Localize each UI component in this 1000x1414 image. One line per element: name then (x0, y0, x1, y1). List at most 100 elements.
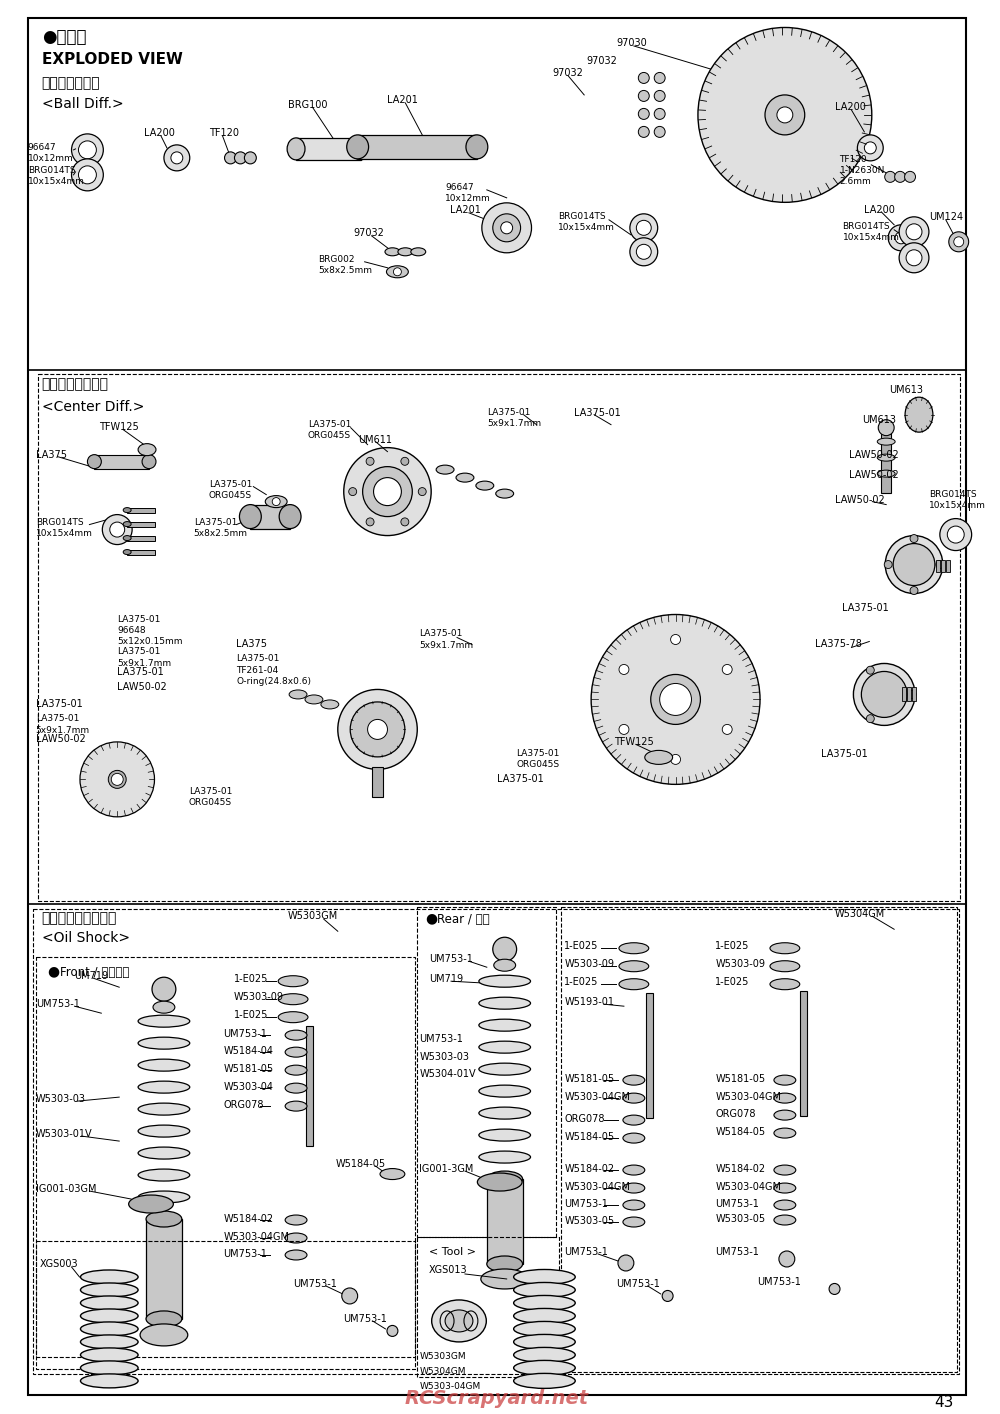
Circle shape (418, 488, 426, 495)
Ellipse shape (479, 997, 531, 1010)
Ellipse shape (411, 247, 426, 256)
Ellipse shape (445, 1309, 473, 1332)
Text: LAW50-02: LAW50-02 (849, 469, 899, 479)
Ellipse shape (774, 1110, 796, 1120)
Ellipse shape (777, 107, 793, 123)
Ellipse shape (619, 960, 649, 971)
Ellipse shape (514, 1335, 575, 1349)
Text: LA375-01
TF261-04
O-ring(24.8x0.6): LA375-01 TF261-04 O-ring(24.8x0.6) (236, 655, 311, 686)
Circle shape (895, 171, 906, 182)
Bar (36, 957, 415, 1357)
Bar (250, 505, 290, 529)
Circle shape (393, 267, 401, 276)
Ellipse shape (129, 1195, 173, 1213)
Bar (907, 687, 911, 701)
Ellipse shape (905, 397, 933, 433)
Ellipse shape (861, 672, 907, 717)
Text: W5184-02: W5184-02 (564, 1164, 614, 1174)
Ellipse shape (774, 1215, 796, 1225)
Text: UM753-1: UM753-1 (715, 1247, 759, 1257)
Circle shape (342, 1288, 358, 1304)
Text: ORG078: ORG078 (715, 1109, 756, 1118)
Text: TFW125: TFW125 (99, 421, 139, 431)
Text: W5304GM: W5304GM (835, 909, 885, 919)
Ellipse shape (350, 701, 405, 756)
Circle shape (618, 1256, 634, 1271)
Text: BRG002
5x8x2.5mm: BRG002 5x8x2.5mm (318, 255, 372, 274)
Ellipse shape (138, 1059, 190, 1072)
Ellipse shape (347, 134, 369, 158)
Text: LA375-01
5x9x1.7mm: LA375-01 5x9x1.7mm (487, 407, 541, 428)
Ellipse shape (479, 1151, 531, 1164)
Ellipse shape (619, 978, 649, 990)
Circle shape (401, 457, 409, 465)
Bar (127, 508, 155, 513)
Ellipse shape (374, 478, 401, 506)
Ellipse shape (102, 515, 132, 544)
Circle shape (111, 773, 123, 785)
Circle shape (638, 72, 649, 83)
Circle shape (866, 666, 874, 674)
Text: Front / フロント: Front / フロント (60, 966, 129, 980)
Text: LA375-01: LA375-01 (497, 775, 544, 785)
Text: < Tool >: < Tool > (429, 1247, 476, 1257)
Ellipse shape (285, 1102, 307, 1111)
Circle shape (654, 72, 665, 83)
Text: W5303-04GM: W5303-04GM (564, 1182, 630, 1192)
Ellipse shape (278, 994, 308, 1005)
Ellipse shape (138, 1169, 190, 1181)
Text: LA200: LA200 (144, 127, 175, 139)
Ellipse shape (305, 694, 323, 704)
Text: 96647
10x12mm: 96647 10x12mm (445, 182, 491, 204)
Ellipse shape (479, 1130, 531, 1141)
Bar (881, 427, 891, 492)
Text: EXPLODED VIEW: EXPLODED VIEW (42, 52, 183, 66)
Text: 1-E025: 1-E025 (715, 977, 750, 987)
Ellipse shape (774, 1184, 796, 1193)
Text: BRG014TS
10x15x4mm: BRG014TS 10x15x4mm (28, 165, 85, 187)
Text: LA201: LA201 (387, 95, 418, 105)
Ellipse shape (285, 1215, 307, 1225)
Text: LA201: LA201 (450, 205, 481, 215)
Ellipse shape (146, 1311, 182, 1326)
Text: W5303-05: W5303-05 (715, 1215, 765, 1225)
Ellipse shape (940, 519, 972, 550)
Text: LAW50-02: LAW50-02 (117, 683, 167, 693)
Bar (941, 560, 945, 571)
Text: UM719: UM719 (429, 974, 463, 984)
Ellipse shape (477, 1174, 522, 1191)
Text: 96647
10x12mm: 96647 10x12mm (28, 143, 74, 163)
Ellipse shape (906, 223, 922, 240)
Ellipse shape (80, 742, 154, 817)
Ellipse shape (487, 1256, 523, 1273)
Text: W5303-03: W5303-03 (419, 1052, 469, 1062)
Ellipse shape (338, 690, 417, 769)
Bar (38, 373, 960, 901)
Ellipse shape (514, 1295, 575, 1311)
Circle shape (885, 171, 896, 182)
Ellipse shape (774, 1093, 796, 1103)
Ellipse shape (385, 247, 400, 256)
Ellipse shape (432, 1299, 486, 1342)
Text: UM753-1: UM753-1 (224, 1029, 267, 1039)
Ellipse shape (479, 1063, 531, 1075)
Circle shape (368, 720, 387, 740)
Text: LA375-01
ORG045S: LA375-01 ORG045S (189, 788, 232, 807)
Ellipse shape (265, 495, 287, 508)
Text: W5303-04GM: W5303-04GM (564, 1092, 630, 1102)
Ellipse shape (456, 474, 474, 482)
Text: LA375-01
5x9x1.7mm: LA375-01 5x9x1.7mm (36, 714, 90, 734)
Ellipse shape (770, 960, 800, 971)
Ellipse shape (877, 454, 895, 461)
Text: LA375-01
ORG045S: LA375-01 ORG045S (308, 420, 351, 440)
Circle shape (779, 1251, 795, 1267)
Ellipse shape (623, 1165, 645, 1175)
Ellipse shape (436, 465, 454, 474)
Ellipse shape (906, 250, 922, 266)
Bar (902, 687, 906, 701)
Text: W5304-01V: W5304-01V (419, 1069, 476, 1079)
Ellipse shape (285, 1233, 307, 1243)
Text: W5181-05: W5181-05 (715, 1075, 765, 1085)
Text: LA375: LA375 (36, 450, 67, 460)
Text: UM753-1: UM753-1 (616, 1280, 660, 1290)
